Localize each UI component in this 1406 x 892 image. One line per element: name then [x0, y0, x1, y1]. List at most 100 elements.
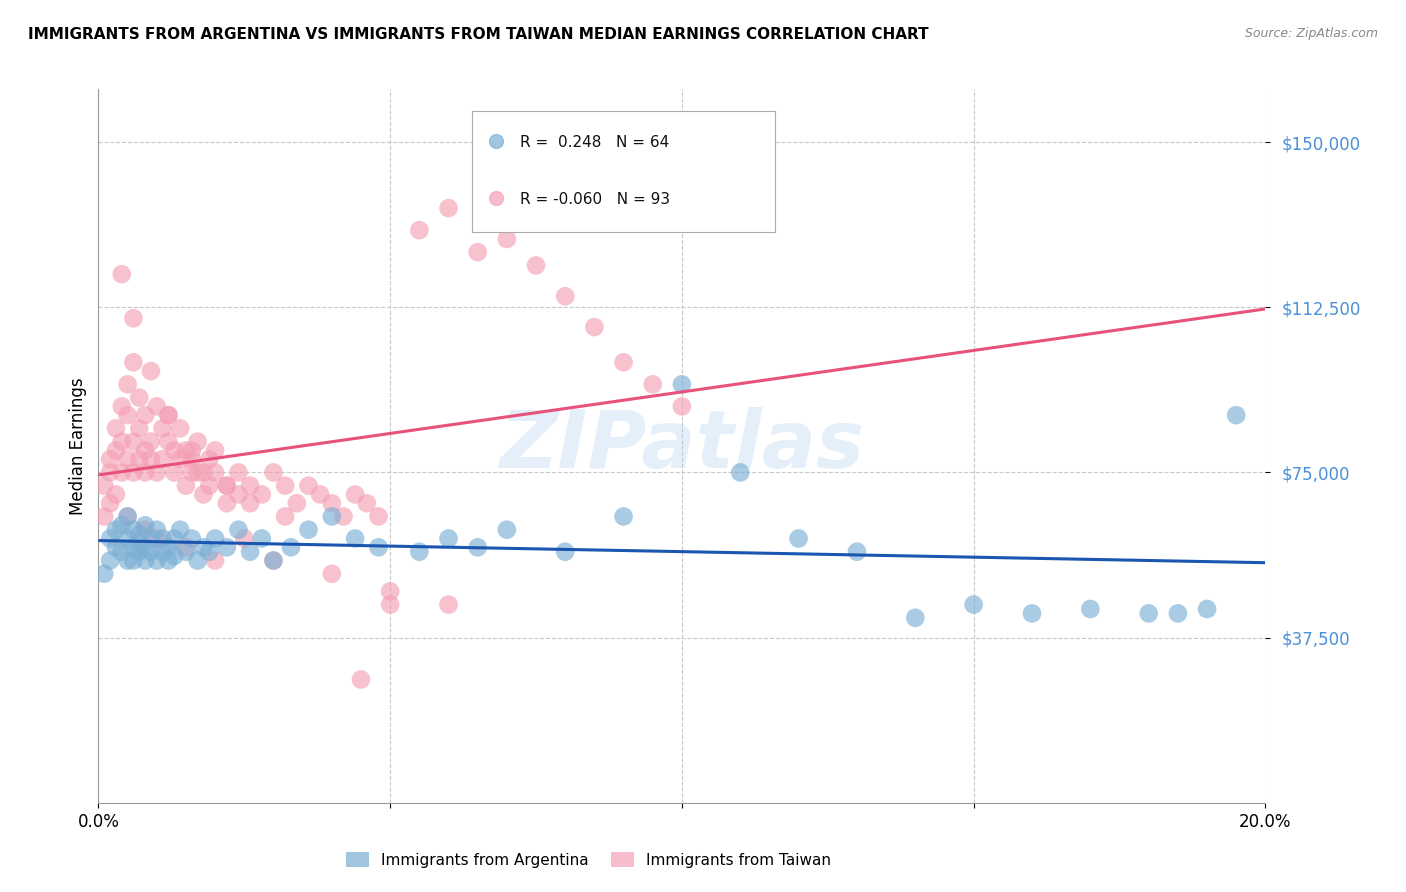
Legend: Immigrants from Argentina, Immigrants from Taiwan: Immigrants from Argentina, Immigrants fr… — [339, 846, 838, 873]
Point — [117, 452, 139, 467]
Point — [467, 541, 489, 555]
Point — [122, 466, 145, 480]
Point — [367, 509, 389, 524]
Point — [134, 443, 156, 458]
Point — [122, 311, 145, 326]
Point — [1021, 607, 1043, 621]
Point — [174, 545, 197, 559]
Point — [321, 509, 343, 524]
Point — [198, 478, 221, 492]
Point — [612, 355, 634, 369]
Point — [146, 523, 169, 537]
Point — [187, 434, 209, 449]
Point — [239, 545, 262, 559]
Point — [904, 611, 927, 625]
Point — [612, 509, 634, 524]
Point — [163, 532, 186, 546]
Point — [104, 443, 127, 458]
Point — [495, 232, 517, 246]
Point — [297, 523, 319, 537]
Point — [117, 509, 139, 524]
Point — [215, 496, 238, 510]
Point — [262, 466, 284, 480]
Point — [139, 434, 162, 449]
Point — [671, 400, 693, 414]
Point — [408, 545, 430, 559]
Point — [146, 553, 169, 567]
Point — [187, 466, 209, 480]
Point — [356, 496, 378, 510]
Point — [962, 598, 984, 612]
Point — [134, 408, 156, 422]
Point — [262, 553, 284, 567]
Point — [122, 553, 145, 567]
Point — [215, 541, 238, 555]
Point — [215, 478, 238, 492]
Point — [728, 466, 751, 480]
Point — [215, 478, 238, 492]
Point — [93, 566, 115, 581]
Point — [193, 466, 215, 480]
Point — [157, 553, 180, 567]
Point — [554, 289, 576, 303]
Point — [139, 545, 162, 559]
Point — [157, 541, 180, 555]
Point — [193, 487, 215, 501]
Point — [787, 532, 810, 546]
Point — [193, 541, 215, 555]
Point — [146, 400, 169, 414]
Point — [98, 553, 121, 567]
Point — [128, 452, 150, 467]
Point — [367, 541, 389, 555]
Point — [174, 478, 197, 492]
Point — [280, 541, 302, 555]
Point — [198, 545, 221, 559]
Point — [111, 518, 134, 533]
Point — [157, 408, 180, 422]
Point — [139, 532, 162, 546]
Point — [495, 523, 517, 537]
Point — [122, 434, 145, 449]
Point — [285, 496, 308, 510]
Point — [344, 532, 367, 546]
Point — [152, 452, 174, 467]
Point — [169, 523, 191, 537]
Point — [583, 320, 606, 334]
Point — [152, 532, 174, 546]
Point — [180, 452, 202, 467]
Point — [228, 523, 250, 537]
Point — [134, 523, 156, 537]
Point — [146, 466, 169, 480]
Point — [378, 584, 402, 599]
Point — [122, 355, 145, 369]
Point — [128, 545, 150, 559]
Point — [104, 421, 127, 435]
Point — [524, 259, 547, 273]
Point — [845, 545, 868, 559]
Point — [204, 443, 226, 458]
Point — [104, 541, 127, 555]
Point — [93, 509, 115, 524]
Point — [204, 532, 226, 546]
Point — [1225, 408, 1247, 422]
Point — [187, 553, 209, 567]
Point — [180, 532, 202, 546]
Point — [111, 466, 134, 480]
Point — [204, 466, 226, 480]
Point — [98, 466, 121, 480]
Point — [467, 245, 489, 260]
Point — [332, 509, 354, 524]
Point — [671, 377, 693, 392]
Point — [437, 201, 460, 215]
Point — [174, 541, 197, 555]
Point — [180, 466, 202, 480]
Text: IMMIGRANTS FROM ARGENTINA VS IMMIGRANTS FROM TAIWAN MEDIAN EARNINGS CORRELATION : IMMIGRANTS FROM ARGENTINA VS IMMIGRANTS … — [28, 27, 929, 42]
Point — [321, 566, 343, 581]
Point — [117, 553, 139, 567]
Text: ZIPatlas: ZIPatlas — [499, 407, 865, 485]
Point — [104, 523, 127, 537]
Point — [262, 553, 284, 567]
Point — [554, 545, 576, 559]
Point — [111, 267, 134, 281]
Point — [134, 466, 156, 480]
